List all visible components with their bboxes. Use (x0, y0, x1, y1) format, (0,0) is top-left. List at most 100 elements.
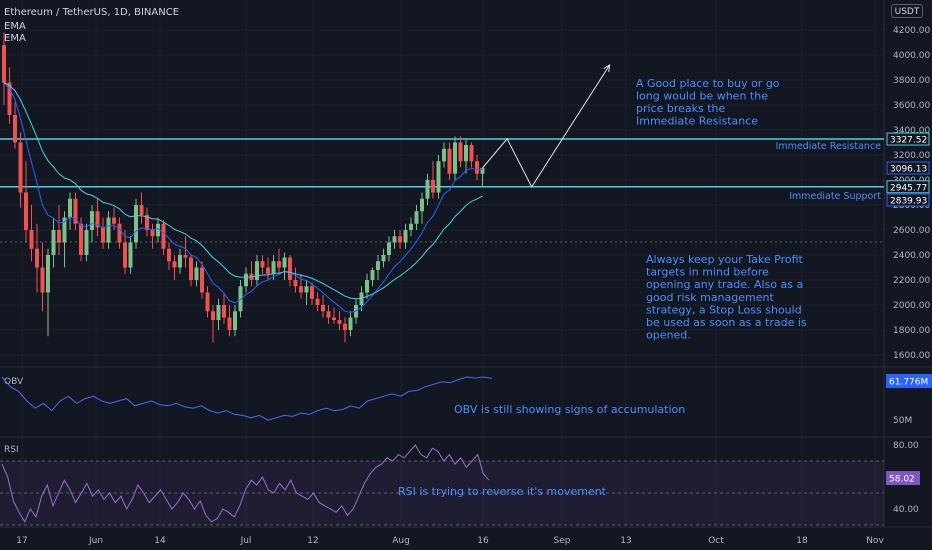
price-tick-label: 1600.00 (893, 351, 930, 361)
candle (227, 317, 232, 330)
candle (403, 230, 408, 243)
price-tick-label: 3400.00 (893, 126, 930, 136)
rsi-value-box (886, 471, 920, 485)
rsi-title: RSI (4, 445, 19, 455)
candle (255, 261, 259, 280)
symbol-title: Ethereum / TetherUS, 1D, BINANCE (4, 7, 180, 18)
ema-fast-legend[interactable]: EMA (4, 21, 26, 32)
risk-note-line: targets in mind before (646, 266, 769, 279)
candle (200, 267, 204, 293)
candle (453, 142, 457, 174)
price-tick-label: 3600.00 (893, 101, 930, 111)
x-tick-label: Aug (392, 536, 410, 546)
price-tick-label: 4200.00 (893, 26, 930, 36)
candle (442, 148, 446, 162)
candle (84, 230, 89, 255)
candle (464, 145, 468, 162)
candle (51, 230, 56, 255)
candle (233, 311, 237, 330)
candle (68, 198, 72, 218)
candle (244, 273, 248, 287)
obv-value-label: 61.776M (889, 378, 928, 388)
candle (216, 305, 221, 320)
candle (425, 180, 430, 199)
risk-note-line: opening any trade. Also as a (646, 278, 803, 291)
candle (178, 255, 182, 268)
price-tick-label: 3800.00 (893, 76, 930, 86)
risk-note-line: good risk management (646, 291, 774, 304)
price-tick-label: 3200.00 (893, 151, 930, 161)
price-label-box (886, 161, 930, 175)
x-tick-label: Jul (240, 536, 252, 546)
obv-line (1, 376, 493, 421)
price-label-box (886, 180, 930, 194)
candle (167, 248, 171, 262)
candle (409, 223, 413, 230)
candle (156, 223, 160, 237)
obv-title: OBV (4, 377, 24, 387)
x-tick-label: 17 (16, 536, 27, 546)
candle (398, 236, 402, 243)
obv-value-box (886, 374, 932, 388)
candle (414, 211, 419, 224)
obv-annotation: OBV is still showing signs of accumulati… (454, 403, 685, 416)
risk-note-line: be used as soon as a trade is (646, 316, 807, 329)
rsi-tick-label: 40.00 (893, 505, 919, 515)
price-label: 3327.52 (890, 136, 927, 146)
candle (205, 292, 210, 312)
resistance-label: Immediate Resistance (776, 141, 882, 152)
risk-note-line: strategy, a Stop Loss should (646, 303, 802, 316)
support-label: Immediate Support (789, 191, 881, 202)
candle (475, 161, 479, 174)
candle (310, 286, 314, 299)
candle (62, 217, 67, 243)
candle (139, 205, 144, 215)
buy-note-line: Immediate Resistance (636, 115, 758, 128)
candle (420, 198, 424, 212)
candle (7, 82, 12, 115)
candle (359, 292, 364, 305)
price-label-box (886, 193, 930, 207)
candle (117, 223, 122, 243)
rsi-band (0, 461, 884, 525)
candle (387, 242, 391, 255)
candle (112, 217, 116, 224)
candle (145, 215, 149, 230)
x-tick-label: Nov (866, 536, 884, 546)
candle (370, 270, 375, 280)
candle (134, 205, 138, 243)
candle (222, 305, 226, 318)
candle (266, 267, 270, 274)
candle (172, 261, 177, 268)
ema-slow-line (3, 82, 483, 300)
candle (123, 242, 127, 268)
rsi-value-label: 58.02 (889, 475, 915, 485)
candle (365, 280, 369, 293)
candle (95, 211, 100, 228)
x-tick-label: 12 (307, 536, 318, 546)
candle (79, 223, 83, 255)
x-tick-label: 13 (620, 536, 631, 546)
candle (431, 180, 435, 193)
buy-note-line: long would be when the (636, 90, 768, 103)
candle (29, 230, 34, 249)
x-tick-label: 14 (154, 536, 166, 546)
x-tick-label: Sep (554, 536, 571, 546)
rsi-tick-label: 80.00 (893, 441, 919, 451)
candle (183, 255, 188, 258)
currency-button[interactable]: USDT (891, 4, 923, 18)
candle (211, 311, 215, 320)
candle (447, 148, 452, 174)
x-tick-label: 16 (477, 536, 489, 546)
candle (194, 267, 199, 280)
candle (293, 280, 298, 287)
candle (73, 198, 78, 224)
candle (392, 236, 397, 243)
projection-arrowhead (603, 64, 611, 73)
candle (480, 168, 485, 174)
ema-slow-legend[interactable]: EMA (4, 33, 26, 44)
price-tick-label: 4000.00 (893, 51, 930, 61)
candle (46, 255, 50, 293)
buy-note-line: price breaks the (636, 102, 726, 115)
